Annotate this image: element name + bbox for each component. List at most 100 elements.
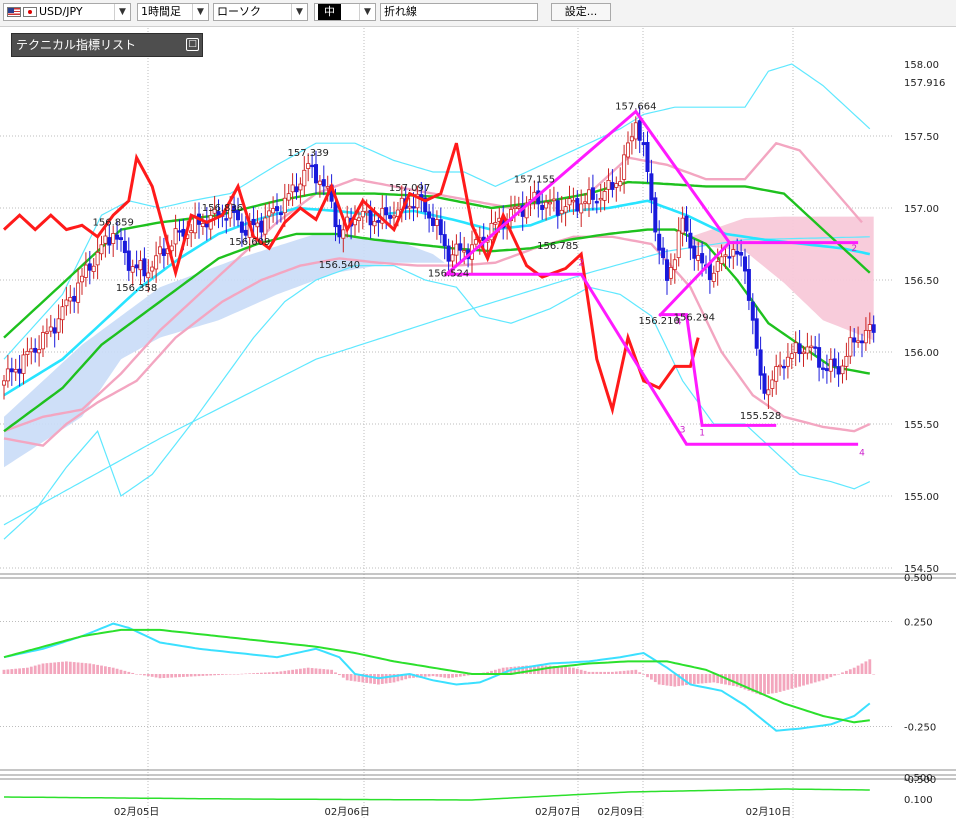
candle-body xyxy=(821,367,826,370)
candle-body xyxy=(867,324,872,331)
osc-histogram-bar xyxy=(353,674,357,682)
price-tick-label: 157.00 xyxy=(904,204,939,215)
osc-histogram-bar xyxy=(813,674,817,683)
candle-body xyxy=(317,180,322,185)
candle-body xyxy=(618,181,623,187)
candle xyxy=(727,242,732,268)
candle-body xyxy=(555,200,560,216)
candle xyxy=(380,195,385,230)
candle-body xyxy=(91,265,96,272)
candle-body xyxy=(754,318,759,349)
candle-body xyxy=(665,259,670,281)
candle-body xyxy=(17,368,22,374)
osc-histogram-bar xyxy=(747,674,751,691)
chart-area[interactable]: 2 3 1 4 2 4 156.859 156.358 156.836 156.609 157.3… xyxy=(0,26,956,823)
candle-body xyxy=(606,179,611,190)
osc-histogram-bar xyxy=(427,674,431,677)
osc-histogram-bar xyxy=(61,661,64,674)
candle-body xyxy=(840,365,845,375)
line-width-select[interactable]: 中 ▼ xyxy=(314,3,376,21)
osc-histogram-bar xyxy=(763,674,766,695)
settings-button[interactable]: 設定... xyxy=(551,3,611,21)
candle-body xyxy=(567,198,572,206)
osc-histogram-bar xyxy=(614,671,618,674)
candle xyxy=(551,186,556,212)
price-annotation: 156.358 xyxy=(116,283,157,294)
candle xyxy=(813,335,818,356)
candle xyxy=(302,156,307,196)
chevron-down-icon[interactable]: ▼ xyxy=(291,4,307,20)
candle xyxy=(587,177,592,217)
candle-body xyxy=(789,353,794,359)
candle xyxy=(177,219,182,242)
osc-histogram-bar xyxy=(400,674,404,681)
osc-histogram-bar xyxy=(96,664,99,674)
osc-histogram-bar xyxy=(708,674,712,683)
candle xyxy=(641,131,646,157)
osc-histogram-bar xyxy=(178,674,181,678)
osc-histogram-bar xyxy=(673,674,677,687)
price-tick-label: 157.50 xyxy=(904,132,939,143)
osc-histogram-bar xyxy=(162,674,166,678)
candle xyxy=(848,326,853,364)
osc-histogram-bar xyxy=(170,674,174,678)
candle-body xyxy=(493,222,498,225)
candle xyxy=(48,314,53,338)
osc-histogram-bar xyxy=(248,673,252,674)
osc-histogram-bar xyxy=(84,663,88,674)
osc-histogram-bar xyxy=(556,666,560,674)
price-annotation: 157.097 xyxy=(389,183,430,194)
osc-histogram-bar xyxy=(798,674,801,687)
osc-histogram-bar xyxy=(669,674,673,687)
candle xyxy=(2,375,7,400)
candle-body xyxy=(661,247,666,259)
candle xyxy=(263,203,268,246)
indicator-list-panel[interactable]: テクニカル指標リスト □ xyxy=(11,33,203,57)
candle xyxy=(173,214,178,257)
candle-body xyxy=(559,209,564,215)
osc-histogram-bar xyxy=(622,670,626,674)
osc-histogram-bar xyxy=(45,663,49,674)
candle-body xyxy=(711,272,716,282)
candle xyxy=(267,201,272,229)
chevron-down-icon[interactable]: ▼ xyxy=(114,4,130,20)
candle xyxy=(575,190,580,219)
osc-histogram-bar xyxy=(287,670,291,674)
line-type-field[interactable]: 折れ線 xyxy=(380,3,538,21)
chart-type-select[interactable]: ローソク ▼ xyxy=(213,3,308,21)
candle-body xyxy=(548,201,553,205)
date-tick-label: 02月07日 xyxy=(535,806,580,818)
osc-histogram-bar xyxy=(642,674,645,675)
timeframe-select[interactable]: 1時間足 ▼ xyxy=(137,3,209,21)
candle-body xyxy=(462,250,467,253)
osc-histogram-bar xyxy=(618,671,622,674)
candle-body xyxy=(239,221,244,233)
date-axis: 02月05日 02月06日 02月07日 02月09日 02月10日 xyxy=(114,806,791,818)
candle xyxy=(856,326,861,348)
candle xyxy=(251,206,256,234)
osc-histogram-bar xyxy=(306,667,310,674)
candle xyxy=(200,213,205,235)
candle-body xyxy=(473,239,478,245)
chevron-down-icon[interactable]: ▼ xyxy=(192,4,208,20)
candle-body xyxy=(442,234,447,247)
candle xyxy=(212,195,217,226)
candle xyxy=(138,250,143,284)
price-axis: 158.00 157.50 157.00 156.50 156.00 155.50 155.… xyxy=(904,60,945,575)
candle-body xyxy=(852,337,857,343)
candle xyxy=(356,211,361,233)
osc-histogram-bar xyxy=(490,670,493,674)
candle-body xyxy=(142,258,147,277)
candle-body xyxy=(856,340,861,343)
price-tick-label: 156.00 xyxy=(904,348,939,359)
osc-histogram-bar xyxy=(560,666,564,674)
candle xyxy=(661,237,666,265)
candle xyxy=(352,205,357,236)
candle-body xyxy=(407,205,412,209)
collapse-toggle-icon[interactable]: □ xyxy=(186,38,199,51)
symbol-select[interactable]: USD/JPY ▼ xyxy=(3,3,131,21)
candle xyxy=(618,167,623,192)
chevron-down-icon[interactable]: ▼ xyxy=(359,4,375,20)
osc-histogram-bar xyxy=(599,671,603,674)
candle-body xyxy=(782,366,787,369)
